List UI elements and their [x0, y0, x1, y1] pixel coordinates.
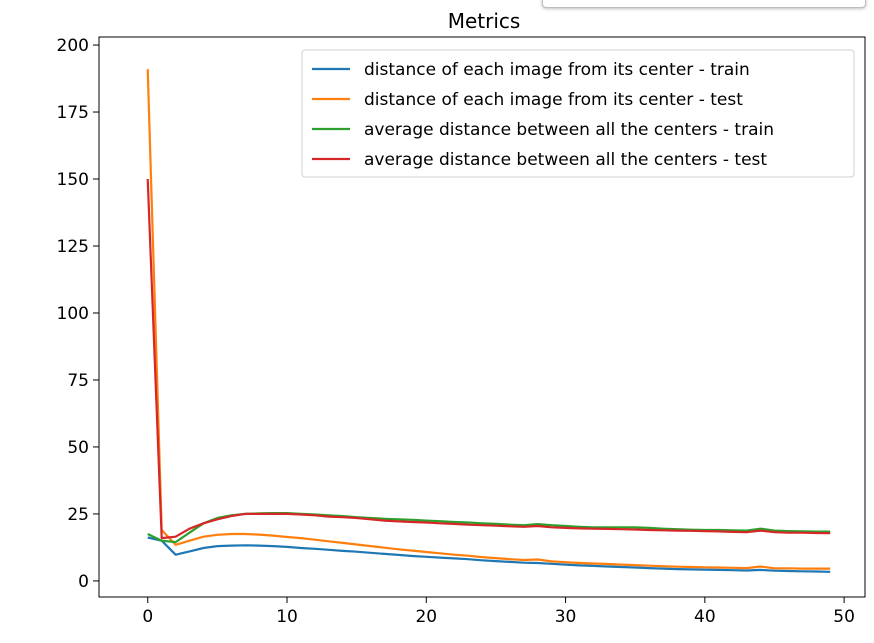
x-tick-label: 20: [415, 607, 437, 627]
x-tick-label: 30: [555, 607, 577, 627]
plot-frame: [98, 36, 866, 598]
legend-box: [301, 49, 855, 178]
legend-label-2: distance of each image from its center -…: [364, 90, 743, 110]
x-tick-label: 0: [142, 607, 153, 627]
overlay-popup-box: [542, 0, 866, 8]
y-tick-label: 200: [57, 36, 89, 56]
y-tick-label: 25: [67, 505, 89, 525]
series-line-4: [146, 178, 831, 540]
legend: distance of each image from its center -…: [301, 49, 855, 178]
legend-label-3: average distance between all the centers…: [364, 120, 774, 140]
series-line-1: [147, 536, 831, 573]
y-tick-label: 75: [67, 371, 89, 391]
legend-label-1: distance of each image from its center -…: [364, 60, 750, 80]
y-tick-label: 125: [57, 237, 89, 257]
series-line-2: [146, 69, 831, 570]
x-tick-label: 50: [833, 607, 855, 627]
series-line-3: [147, 511, 831, 544]
legend-label-4: average distance between all the centers…: [364, 150, 767, 170]
y-tick-label: 50: [67, 438, 89, 458]
y-tick-label: 0: [78, 572, 89, 592]
y-tick-label: 175: [57, 103, 89, 123]
x-tick-label: 40: [694, 607, 716, 627]
x-tick-label: 10: [276, 607, 298, 627]
y-tick-label: 150: [57, 170, 89, 190]
chart-title: Metrics: [448, 9, 521, 33]
y-tick-label: 100: [57, 304, 89, 324]
